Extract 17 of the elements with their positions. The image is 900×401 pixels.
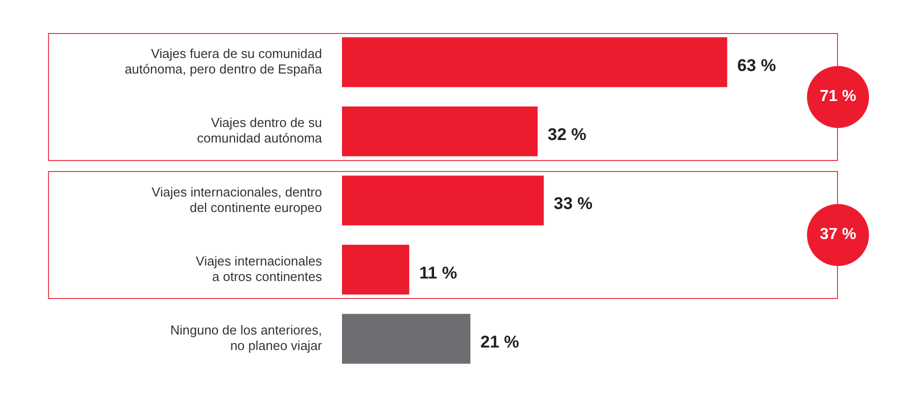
y-tick-label: Viajes internacionales, dentro del continente europeo (152, 184, 322, 215)
data-label: 32 % (548, 125, 586, 144)
y-tick-label: Viajes internacionales a otros continentes (196, 253, 322, 284)
bar (342, 244, 410, 295)
data-label: 63 % (737, 56, 776, 75)
text: 71 % (807, 66, 869, 128)
data-label: 11 % (419, 263, 458, 282)
y-tick-label: Ninguno de los anteriores, no planeo viajar (170, 322, 323, 354)
data-label: 21 % (480, 332, 520, 352)
text: 37 % (807, 204, 869, 266)
bar (342, 106, 538, 156)
data-label: 33 % (554, 194, 593, 214)
bar (342, 176, 544, 226)
y-tick-label: Viajes dentro de su comunidad autónoma (196, 115, 323, 146)
y-tick-label: Viajes fuera de su comunidad autónoma, pero dentro de España (124, 46, 323, 77)
bar (342, 314, 470, 364)
bar (342, 37, 728, 88)
